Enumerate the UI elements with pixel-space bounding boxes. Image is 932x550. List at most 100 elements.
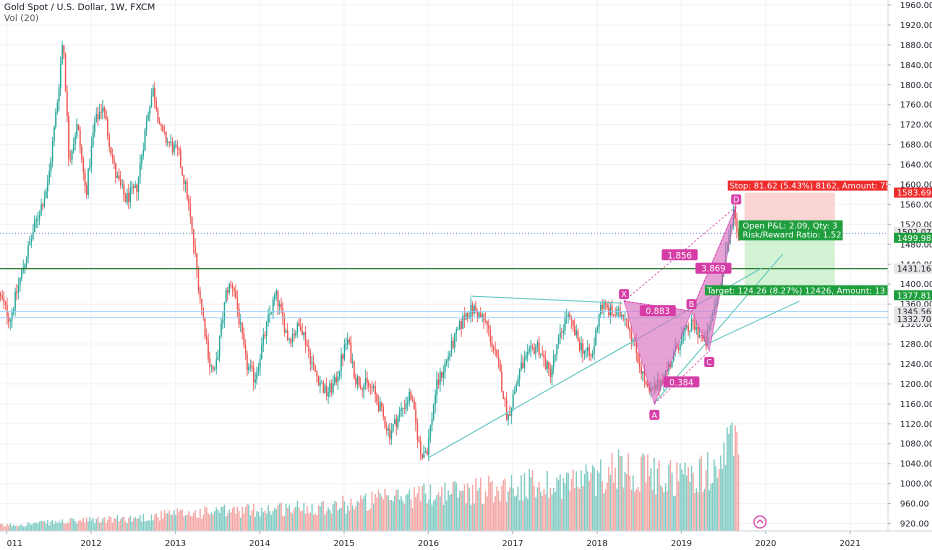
candle-body: [197, 269, 200, 291]
candle-body: [316, 371, 318, 376]
candle-body: [210, 365, 213, 367]
candle-body: [689, 330, 691, 332]
volume-bar: [139, 515, 141, 531]
candle-body: [149, 107, 151, 114]
candle-body: [619, 308, 621, 317]
volume-bar: [541, 495, 543, 531]
volume-bar: [178, 511, 180, 531]
candle-body: [278, 304, 281, 307]
candle-body: [27, 245, 29, 259]
volume-bar: [632, 475, 634, 531]
volume-bar: [681, 469, 683, 531]
candle-body: [546, 361, 548, 370]
candle-body: [158, 121, 161, 124]
volume-bar: [420, 501, 422, 531]
candle-body: [84, 172, 86, 186]
volume-bar: [574, 488, 576, 531]
candle-body: [574, 326, 576, 336]
volume-bar: [152, 520, 154, 531]
volume-bar: [629, 475, 631, 531]
price-axis-tag-label: 1583.69: [897, 188, 931, 198]
volume-bar: [617, 449, 620, 531]
candle-body: [392, 424, 394, 432]
price-axis-label: 1280.00: [900, 339, 932, 349]
volume-bar: [241, 506, 243, 531]
volume-bar: [509, 487, 511, 531]
volume-bar: [671, 472, 673, 531]
candle-body: [207, 340, 209, 359]
trend-line: [470, 295, 623, 304]
volume-bar: [201, 518, 203, 531]
volume-bar: [110, 517, 112, 531]
candle-body: [191, 217, 193, 229]
candle-body: [585, 350, 587, 352]
volume-bar: [668, 464, 670, 531]
candle-body: [535, 346, 537, 354]
candle-body: [274, 295, 276, 300]
volume-bar: [246, 503, 248, 531]
candle-body: [267, 315, 269, 322]
candle-body: [29, 242, 31, 246]
volume-bar: [694, 492, 696, 531]
pattern-point-d-label: D: [733, 195, 739, 204]
price-axis-label: 1960.00: [900, 0, 932, 10]
volume-bar: [441, 486, 443, 531]
volume-bar: [347, 505, 349, 531]
volume-bar: [180, 509, 182, 531]
volume-bar: [716, 478, 719, 531]
volume-bar: [450, 493, 453, 531]
candle-body: [25, 258, 28, 265]
candle-body: [398, 411, 401, 418]
price-axis-label: 1040.00: [900, 459, 932, 469]
volume-bar: [16, 525, 18, 531]
volume-indicator-label: Vol (20): [4, 14, 39, 24]
candle-body: [648, 386, 650, 392]
candle-body: [345, 344, 347, 345]
candle-body: [188, 198, 190, 205]
volume-bar: [189, 515, 192, 531]
volume-bar: [254, 516, 256, 531]
volume-bar: [510, 475, 513, 531]
open-pnl-label: Open P&L: 2.09, Qty: 3: [743, 220, 838, 230]
candle-body: [222, 320, 224, 324]
volume-bar: [627, 452, 629, 531]
volume-bar: [56, 523, 59, 531]
volume-bar: [390, 499, 393, 531]
candle-body: [687, 325, 689, 332]
candle-body: [243, 333, 245, 345]
volume-bar: [676, 462, 678, 531]
volume-bar: [713, 459, 715, 531]
candle-body: [598, 314, 600, 328]
candle-body: [694, 321, 696, 330]
candle-body: [564, 317, 566, 331]
candle-body: [295, 332, 297, 336]
volume-bar: [515, 495, 518, 531]
candle-body: [600, 304, 602, 315]
volume-bar: [606, 482, 608, 531]
candle-body: [457, 329, 459, 330]
candle-body: [233, 288, 235, 292]
volume-bar: [637, 486, 639, 531]
candle-body: [160, 123, 162, 126]
candle-body: [499, 361, 501, 372]
candle-body: [100, 111, 102, 113]
volume-bar: [42, 521, 44, 531]
candle-body: [21, 270, 23, 278]
candle-body: [154, 88, 156, 102]
candle-body: [488, 325, 490, 330]
time-axis-label: 2021: [839, 538, 860, 548]
volume-bar: [149, 520, 151, 531]
candle-body: [74, 136, 76, 144]
volume-bar: [350, 498, 352, 531]
candle-body: [548, 361, 550, 369]
volume-bar: [116, 514, 119, 531]
candle-body: [282, 308, 284, 318]
volume-bar: [564, 483, 566, 531]
volume-bar: [262, 512, 265, 531]
volume-bar: [361, 499, 363, 531]
volume-bar: [115, 518, 117, 531]
volume-bar: [121, 517, 123, 531]
candle-body: [387, 428, 389, 431]
candle-body: [56, 102, 59, 113]
